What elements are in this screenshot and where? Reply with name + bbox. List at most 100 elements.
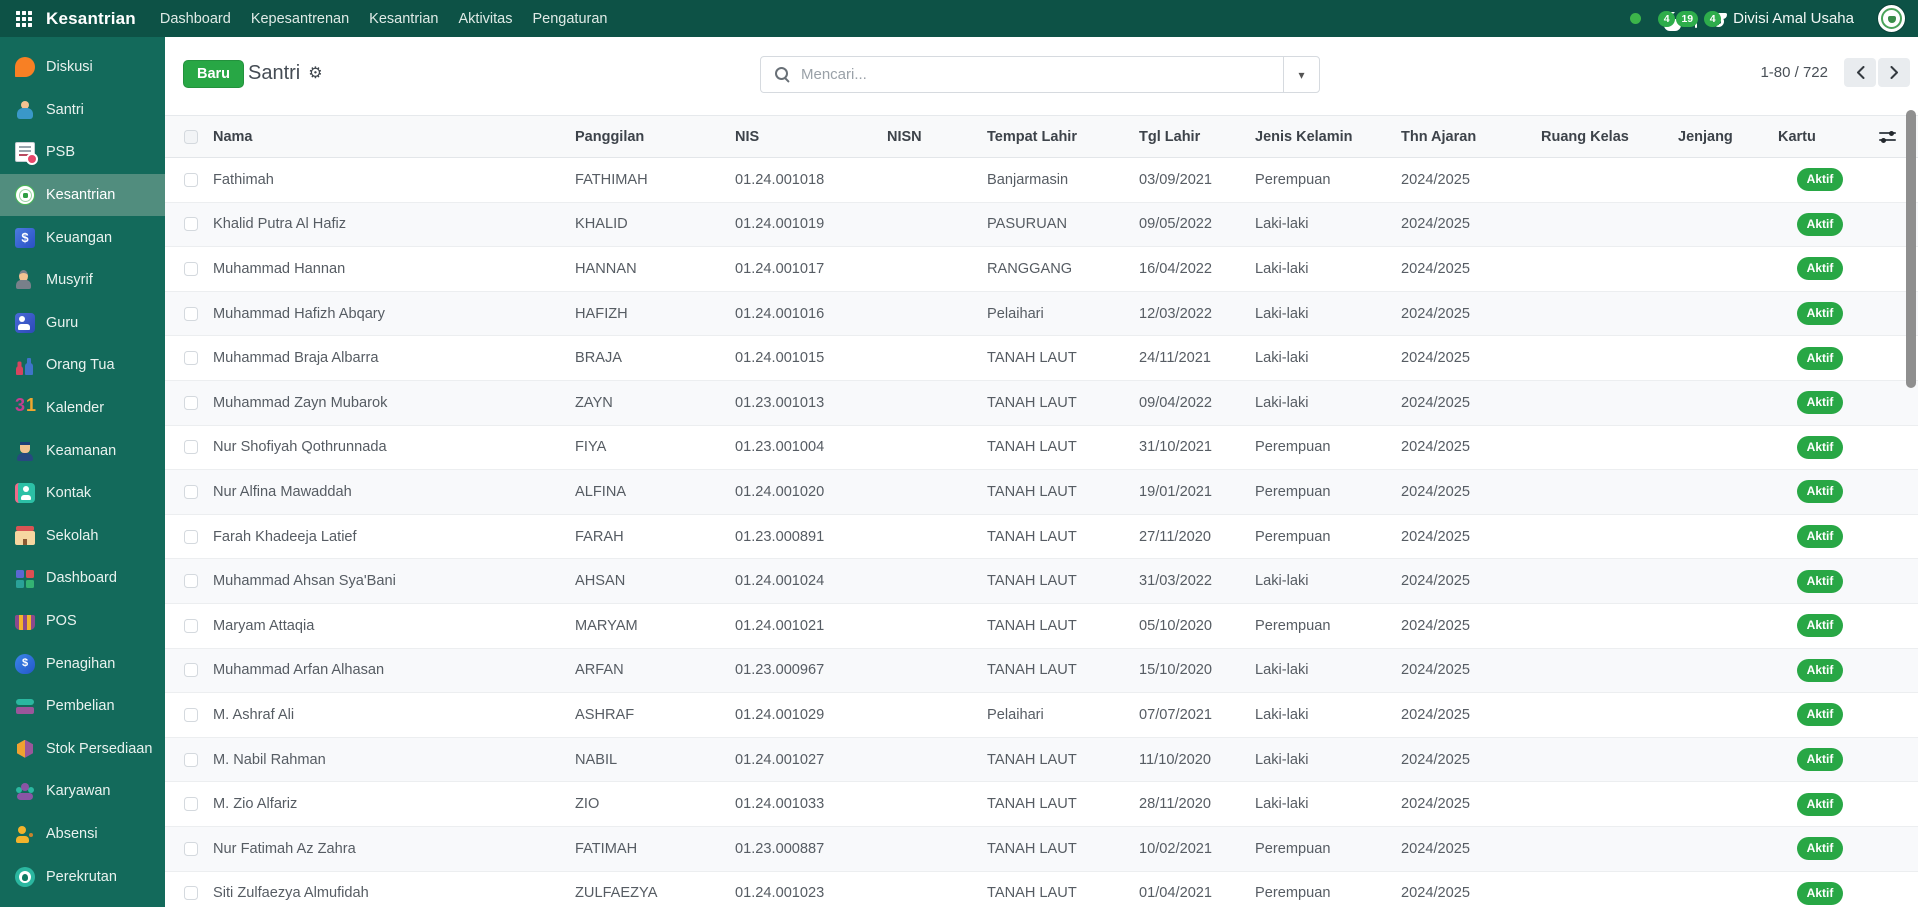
sidebar-item-pembelian[interactable]: Pembelian	[0, 685, 165, 728]
col-header-nis[interactable]: NIS	[735, 129, 887, 145]
col-header-nisn[interactable]: NISN	[887, 129, 987, 145]
cell-tgl-lahir: 09/04/2022	[1139, 395, 1255, 411]
table-row[interactable]: Nur Fatimah Az Zahra FATIMAH 01.23.00088…	[165, 827, 1918, 872]
sidebar-item-pos[interactable]: POS	[0, 600, 165, 643]
sidebar-item-santri[interactable]: Santri	[0, 89, 165, 132]
nav-item-pengaturan[interactable]: Pengaturan	[533, 11, 608, 27]
sidebar-item-label: POS	[46, 613, 77, 629]
nav-item-kesantrian[interactable]: Kesantrian	[369, 11, 438, 27]
row-checkbox[interactable]	[184, 396, 198, 410]
table-row[interactable]: Nur Shofiyah Qothrunnada FIYA 01.23.0010…	[165, 426, 1918, 471]
row-checkbox[interactable]	[184, 217, 198, 231]
row-checkbox[interactable]	[184, 663, 198, 677]
table-row[interactable]: Siti Zulfaezya Almufidah ZULFAEZYA 01.24…	[165, 872, 1918, 907]
col-header-panggilan[interactable]: Panggilan	[575, 129, 735, 145]
cell-nis: 01.23.001013	[735, 395, 887, 411]
table-row[interactable]: M. Zio Alfariz ZIO 01.24.001033 TANAH LA…	[165, 782, 1918, 827]
vertical-scrollbar[interactable]	[1906, 110, 1916, 388]
status-badge: Aktif	[1797, 882, 1844, 905]
sidebar-item-orang-tua[interactable]: Orang Tua	[0, 344, 165, 387]
sidebar-item-sekolah[interactable]: Sekolah	[0, 515, 165, 558]
col-header-jenis-kelamin[interactable]: Jenis Kelamin	[1255, 129, 1401, 145]
cell-tempat-lahir: TANAH LAUT	[987, 350, 1139, 366]
col-header-kartu[interactable]: Kartu	[1778, 129, 1868, 145]
row-checkbox[interactable]	[184, 262, 198, 276]
sidebar-item-perekrutan[interactable]: Perekrutan	[0, 855, 165, 898]
nav-item-kepesantrenan[interactable]: Kepesantrenan	[251, 11, 349, 27]
cell-thn-ajaran: 2024/2025	[1401, 216, 1541, 232]
row-checkbox[interactable]	[184, 307, 198, 321]
cell-nis: 01.23.000887	[735, 841, 887, 857]
nav-item-dashboard[interactable]: Dashboard	[160, 11, 231, 27]
table-row[interactable]: Muhammad Hannan HANNAN 01.24.001017 RANG…	[165, 247, 1918, 292]
table-row[interactable]: Nur Alfina Mawaddah ALFINA 01.24.001020 …	[165, 470, 1918, 515]
user-menu[interactable]: Divisi Amal Usaha	[1733, 10, 1854, 27]
table-row[interactable]: Muhammad Ahsan Sya'Bani AHSAN 01.24.0010…	[165, 559, 1918, 604]
col-header-nama[interactable]: Nama	[213, 129, 575, 145]
row-checkbox[interactable]	[184, 574, 198, 588]
sidebar-item-keamanan[interactable]: Keamanan	[0, 429, 165, 472]
sidebar-item-karyawan[interactable]: Karyawan	[0, 770, 165, 813]
cell-tgl-lahir: 05/10/2020	[1139, 618, 1255, 634]
cell-nama: Farah Khadeeja Latief	[213, 529, 575, 545]
sidebar-item-psb[interactable]: PSB	[0, 131, 165, 174]
col-header-tempat-lahir[interactable]: Tempat Lahir	[987, 129, 1139, 145]
dollar-square-icon	[15, 228, 35, 248]
table-row[interactable]: Fathimah FATHIMAH 01.24.001018 Banjarmas…	[165, 158, 1918, 203]
search-filter-dropdown[interactable]: ▾	[1283, 57, 1319, 92]
gear-icon[interactable]: ⚙	[308, 66, 322, 82]
sidebar-item-musyrif[interactable]: Musyrif	[0, 259, 165, 302]
new-button[interactable]: Baru	[183, 60, 244, 88]
row-checkbox[interactable]	[184, 351, 198, 365]
sidebar-item-kalender[interactable]: Kalender	[0, 387, 165, 430]
cell-nis: 01.23.000967	[735, 662, 887, 678]
table-row[interactable]: Maryam Attaqia MARYAM 01.24.001021 TANAH…	[165, 604, 1918, 649]
col-header-jenjang[interactable]: Jenjang	[1678, 129, 1778, 145]
avatar[interactable]	[1877, 4, 1906, 33]
prev-page-button[interactable]	[1844, 58, 1876, 87]
row-checkbox[interactable]	[184, 842, 198, 856]
table-row[interactable]: Muhammad Zayn Mubarok ZAYN 01.23.001013 …	[165, 381, 1918, 426]
app-grid-icon[interactable]	[16, 11, 32, 27]
row-checkbox[interactable]	[184, 173, 198, 187]
row-checkbox[interactable]	[184, 530, 198, 544]
sidebar-item-guru[interactable]: Guru	[0, 302, 165, 345]
chat-bubble-icon	[15, 57, 35, 77]
select-all-checkbox[interactable]	[184, 130, 198, 144]
sidebar-item-dashboard[interactable]: Dashboard	[0, 557, 165, 600]
sidebar-item-stok-persediaan[interactable]: Stok Persediaan	[0, 728, 165, 771]
row-checkbox[interactable]	[184, 708, 198, 722]
row-checkbox[interactable]	[184, 797, 198, 811]
sidebar-item-kontak[interactable]: Kontak	[0, 472, 165, 515]
col-header-thn-ajaran[interactable]: Thn Ajaran	[1401, 129, 1541, 145]
sidebar-item-kesantrian[interactable]: Kesantrian	[0, 174, 165, 217]
row-checkbox[interactable]	[184, 886, 198, 900]
cell-nis: 01.24.001016	[735, 306, 887, 322]
col-header-ruang-kelas[interactable]: Ruang Kelas	[1541, 129, 1678, 145]
table-row[interactable]: Muhammad Arfan Alhasan ARFAN 01.23.00096…	[165, 649, 1918, 694]
row-checkbox[interactable]	[184, 440, 198, 454]
row-checkbox[interactable]	[184, 485, 198, 499]
cell-nama: Muhammad Zayn Mubarok	[213, 395, 575, 411]
table-row[interactable]: Muhammad Hafizh Abqary HAFIZH 01.24.0010…	[165, 292, 1918, 337]
row-checkbox[interactable]	[184, 619, 198, 633]
next-page-button[interactable]	[1878, 58, 1910, 87]
cell-nama: M. Nabil Rahman	[213, 752, 575, 768]
nav-item-aktivitas[interactable]: Aktivitas	[459, 11, 513, 27]
sidebar-item-diskusi[interactable]: Diskusi	[0, 46, 165, 89]
table-row[interactable]: Farah Khadeeja Latief FARAH 01.23.000891…	[165, 515, 1918, 560]
sidebar-item-keuangan[interactable]: Keuangan	[0, 216, 165, 259]
table-row[interactable]: Khalid Putra Al Hafiz KHALID 01.24.00101…	[165, 203, 1918, 248]
column-settings-icon[interactable]	[1879, 130, 1896, 143]
table-row[interactable]: Muhammad Braja Albarra BRAJA 01.24.00101…	[165, 336, 1918, 381]
student-icon	[15, 100, 35, 120]
sidebar-item-penagihan[interactable]: Penagihan	[0, 642, 165, 685]
row-checkbox[interactable]	[184, 753, 198, 767]
cell-nis: 01.23.000891	[735, 529, 887, 545]
search-input[interactable]	[791, 57, 1283, 92]
col-header-tgl-lahir[interactable]: Tgl Lahir	[1139, 129, 1255, 145]
table-row[interactable]: M. Ashraf Ali ASHRAF 01.24.001029 Pelaih…	[165, 693, 1918, 738]
school-logo-icon	[15, 185, 35, 205]
table-row[interactable]: M. Nabil Rahman NABIL 01.24.001027 TANAH…	[165, 738, 1918, 783]
sidebar-item-absensi[interactable]: Absensi	[0, 813, 165, 856]
